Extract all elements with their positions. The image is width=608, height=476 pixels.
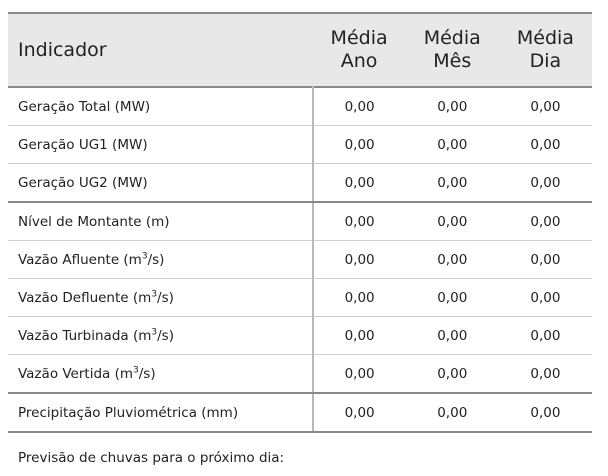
- month-average-cell: 0,00: [405, 278, 499, 317]
- day-average-cell: 0,00: [498, 202, 592, 241]
- month-header-line-1: Média: [423, 27, 481, 49]
- month-average-cell: 0,00: [405, 202, 499, 241]
- year-average-cell: 0,00: [312, 316, 406, 355]
- day-average-cell: 0,00: [498, 278, 592, 317]
- year-average-cell: 0,00: [312, 354, 406, 394]
- day-average-cell: 0,00: [498, 393, 592, 433]
- indicator-name-cell: Geração UG2 (MW): [8, 163, 314, 203]
- month-average-cell: 0,00: [405, 163, 499, 203]
- day-average-cell: 0,00: [498, 240, 592, 279]
- unit-tail: /s): [138, 365, 156, 382]
- indicator-name-cell: Geração UG1 (MW): [8, 125, 314, 164]
- day-average-cell: 0,00: [498, 87, 592, 126]
- day-average-cell: 0,00: [498, 125, 592, 164]
- indicators-panel: Indicador Média Ano Média Mês Média Dia Ger…: [8, 12, 592, 466]
- indicator-name-cell: Geração Total (MW): [8, 87, 314, 126]
- day-average-cell: 0,00: [498, 316, 592, 355]
- year-header-line-1: Média: [330, 27, 388, 49]
- indicator-label: Nível de Montante (m): [18, 213, 170, 230]
- indicator-label: Geração UG2 (MW): [18, 174, 148, 191]
- indicator-name-cell: Vazão Vertida (m3/s): [8, 354, 314, 394]
- unit-superscript: 3: [151, 289, 158, 299]
- table-row: Geração UG2 (MW) 0,00 0,00 0,00: [8, 163, 592, 203]
- year-average-cell: 0,00: [312, 125, 406, 164]
- table-row: Vazão Vertida (m3/s) 0,00 0,00 0,00: [8, 354, 592, 394]
- month-average-column-header: Média Mês: [406, 13, 499, 87]
- month-average-cell: 0,00: [405, 240, 499, 279]
- indicator-name-cell: Vazão Defluente (m3/s): [8, 278, 314, 317]
- indicator-name-cell: Nível de Montante (m): [8, 202, 314, 241]
- indicator-label: Geração Total (MW): [18, 98, 151, 115]
- month-average-cell: 0,00: [405, 125, 499, 164]
- indicator-label: Precipitação Pluviométrica (mm): [18, 404, 239, 421]
- day-average-cell: 0,00: [498, 163, 592, 203]
- indicator-name-cell: Vazão Turbinada (m3/s): [8, 316, 314, 355]
- day-header-line-1: Média: [516, 27, 574, 49]
- year-average-cell: 0,00: [312, 278, 406, 317]
- indicator-name-cell: Precipitação Pluviométrica (mm): [8, 393, 314, 433]
- indicator-name-cell: Vazão Afluente (m3/s): [8, 240, 314, 279]
- table-header-row: Indicador Média Ano Média Mês Média Dia: [8, 13, 592, 87]
- unit-tail: /s): [157, 327, 174, 344]
- unit-tail: /s): [157, 289, 174, 306]
- table-row: Geração Total (MW) 0,00 0,00 0,00: [8, 87, 592, 126]
- day-average-cell: 0,00: [498, 354, 592, 394]
- indicator-label: Vazão Vertida (m: [18, 365, 134, 382]
- indicators-table: Indicador Média Ano Média Mês Média Dia Ger…: [8, 12, 592, 433]
- indicator-label: Geração UG1 (MW): [18, 136, 148, 153]
- indicator-label: Vazão Turbinada (m: [18, 327, 152, 344]
- month-average-cell: 0,00: [405, 354, 499, 394]
- rain-forecast-label: Previsão de chuvas para o próximo dia:: [18, 450, 285, 466]
- unit-superscript: 3: [133, 365, 139, 375]
- year-average-cell: 0,00: [312, 87, 406, 126]
- year-average-cell: 0,00: [312, 163, 406, 203]
- indicator-label: Vazão Afluente (m: [18, 251, 142, 268]
- year-average-cell: 0,00: [312, 393, 406, 433]
- year-average-cell: 0,00: [312, 202, 406, 241]
- year-header-line-2: Ano: [340, 50, 378, 72]
- indicator-label: Vazão Defluente (m: [18, 289, 152, 306]
- table-row: Vazão Defluente (m3/s) 0,00 0,00 0,00: [8, 278, 592, 317]
- day-header-line-2: Dia: [529, 50, 562, 72]
- day-average-column-header: Média Dia: [499, 13, 592, 87]
- table-row: Geração UG1 (MW) 0,00 0,00 0,00: [8, 125, 592, 164]
- unit-superscript: 3: [151, 327, 158, 337]
- unit-superscript: 3: [141, 251, 148, 261]
- unit-tail: /s): [147, 251, 165, 268]
- month-average-cell: 0,00: [405, 87, 499, 126]
- month-header-line-2: Mês: [433, 50, 472, 72]
- table-row: Vazão Afluente (m3/s) 0,00 0,00 0,00: [8, 240, 592, 279]
- table-row: Nível de Montante (m) 0,00 0,00 0,00: [8, 202, 592, 241]
- indicator-column-header: Indicador: [8, 13, 313, 87]
- table-row: Vazão Turbinada (m3/s) 0,00 0,00 0,00: [8, 316, 592, 355]
- year-average-cell: 0,00: [312, 240, 406, 279]
- month-average-cell: 0,00: [405, 393, 499, 433]
- year-average-column-header: Média Ano: [313, 13, 406, 87]
- table-row: Precipitação Pluviométrica (mm) 0,00 0,0…: [8, 393, 592, 433]
- indicator-header-label: Indicador: [18, 38, 107, 61]
- month-average-cell: 0,00: [405, 316, 499, 355]
